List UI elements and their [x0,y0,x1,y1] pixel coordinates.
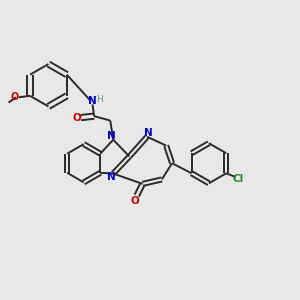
Text: O: O [73,112,81,123]
Text: N: N [144,128,152,138]
Text: Cl: Cl [233,174,244,184]
Text: N: N [88,96,97,106]
Text: N: N [107,131,116,141]
Text: N: N [107,172,116,182]
Text: O: O [130,196,139,206]
Text: O: O [11,92,19,102]
Text: H: H [97,95,103,104]
